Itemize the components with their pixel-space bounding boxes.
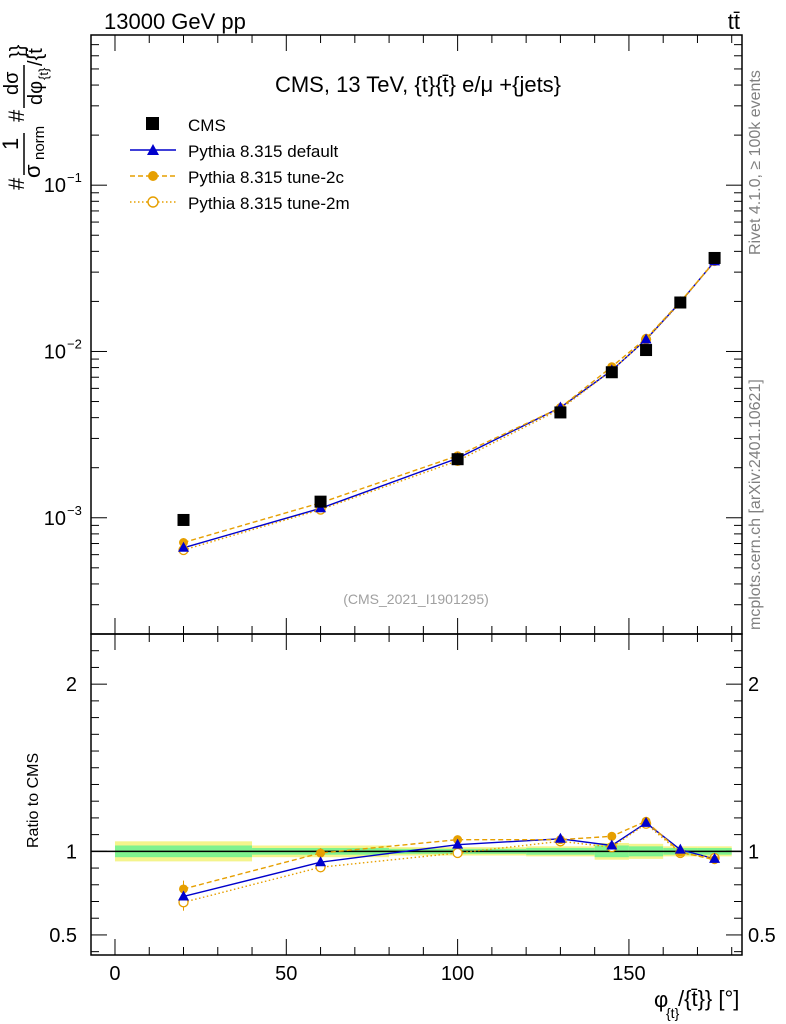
ratio-point-2-4	[607, 831, 617, 841]
legend: CMS Pythia 8.315 default Pythia 8.315 tu…	[130, 116, 350, 213]
svg-text:#: #	[4, 177, 29, 190]
y-tick-exponent: −1	[67, 170, 82, 185]
point-0-4	[605, 366, 618, 379]
ratio-point-2-1	[316, 848, 326, 858]
ratio-point-1-2	[452, 838, 464, 849]
svg-text:{t}: {t}	[666, 1005, 680, 1021]
legend-label-tune2c: Pythia 8.315 tune-2c	[188, 168, 344, 187]
point-0-2	[451, 453, 464, 466]
svg-text:}}: }}	[7, 44, 29, 58]
svg-text:dφ: dφ	[25, 81, 47, 105]
point-0-1	[314, 495, 327, 508]
ratio-line-3	[183, 822, 715, 904]
ratio-line-1	[183, 822, 715, 898]
analysis-watermark: (CMS_2021_I1901295)	[343, 591, 489, 607]
legend-cms-marker	[146, 117, 159, 130]
data-marks	[91, 251, 742, 911]
y-tick-label: 10	[44, 508, 66, 530]
mcplots-label: mcplots.cern.ch [arXiv:2401.10621]	[747, 379, 764, 630]
ratio-y-label: Ratio to CMS	[25, 753, 42, 848]
legend-tune2m-marker	[147, 196, 159, 208]
x-axis-label: φ {t} /{t̄}} [°]	[654, 986, 739, 1021]
ratio-point-1-1	[315, 856, 327, 867]
legend-tune2c-marker	[148, 171, 158, 181]
x-tick-label: 150	[612, 963, 645, 985]
ratio-point-1-6	[674, 843, 686, 854]
legend-default-marker	[147, 144, 159, 155]
svg-text:{t}: {t}	[36, 67, 51, 80]
series-line-2	[183, 261, 716, 544]
series-line-1	[183, 260, 716, 549]
ratio-tick-label: 1	[66, 841, 77, 863]
point-1-5	[640, 333, 652, 344]
ratio-panel-frame	[90, 633, 743, 956]
ratio-tick-label: 0.5	[49, 925, 77, 947]
ratio-tick-label-right: 2	[748, 674, 759, 696]
svg-text:#: #	[4, 109, 29, 122]
ratio-point-2-0	[179, 884, 189, 894]
ratio-tick-label-right: 1	[748, 841, 759, 863]
ratio-point-1-3	[554, 832, 566, 843]
x-tick-label: 100	[441, 963, 474, 985]
x-tick-label: 50	[275, 963, 297, 985]
ratio-tick-label: 2	[66, 674, 77, 696]
svg-text:σ: σ	[20, 164, 45, 178]
series-line-3	[183, 260, 716, 551]
y-axis-label: # 1 σ norm # dσ dφ {t} /{t̄ }}	[0, 44, 51, 190]
point-0-3	[554, 406, 567, 419]
legend-label-cms: CMS	[188, 116, 226, 135]
ratio-point-1-5	[640, 816, 652, 827]
ratio-tick-label-right: 0.5	[748, 925, 776, 947]
y-tick-label: 10	[44, 341, 66, 363]
point-0-6	[674, 296, 687, 309]
header-left: 13000 GeV pp	[104, 9, 246, 34]
ratio-point-3-2	[452, 847, 463, 859]
legend-label-default: Pythia 8.315 default	[188, 142, 339, 161]
y-tick-exponent: −2	[67, 336, 82, 351]
header-right: tt̄	[728, 9, 740, 34]
svg-text:norm: norm	[31, 126, 48, 160]
svg-text:1: 1	[0, 138, 23, 150]
svg-text:/{t̄: /{t̄	[25, 48, 47, 66]
point-0-0	[177, 513, 190, 526]
y-tick-exponent: −3	[67, 503, 82, 518]
svg-text:φ: φ	[654, 987, 668, 1012]
point-0-7	[708, 251, 721, 264]
rivet-label: Rivet 4.1.0, ≥ 100k events	[747, 70, 764, 255]
point-1-0	[178, 541, 190, 552]
x-tick-label: 0	[109, 963, 120, 985]
legend-label-tune2m: Pythia 8.315 tune-2m	[188, 194, 350, 213]
chart-title: CMS, 13 TeV, {t}{t̄} e/μ +{jets}	[275, 72, 561, 97]
point-0-5	[640, 344, 653, 357]
ratio-point-1-4	[606, 839, 618, 850]
y-tick-label: 10	[44, 175, 66, 197]
ratio-point-1-7	[709, 852, 721, 863]
svg-text:dσ: dσ	[1, 71, 23, 95]
ratio-line-2	[183, 820, 715, 890]
svg-text:/{t̄}} [°]: /{t̄}} [°]	[678, 986, 739, 1011]
ratio-point-1-0	[178, 890, 190, 901]
